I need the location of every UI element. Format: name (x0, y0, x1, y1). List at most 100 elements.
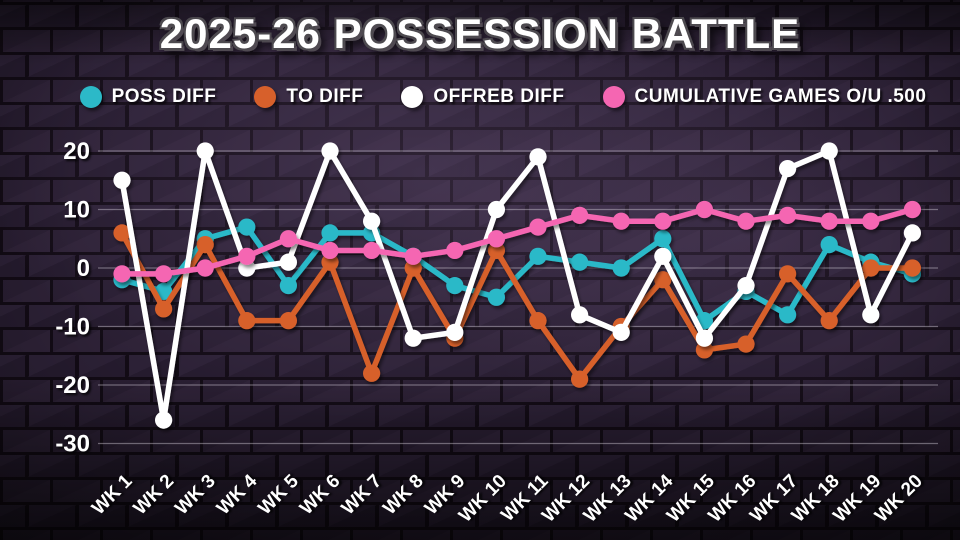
data-point (321, 241, 339, 260)
legend-label: TO DIFF (286, 86, 364, 107)
data-point (279, 253, 297, 271)
data-point (571, 306, 589, 324)
legend-dot-icon (79, 86, 102, 108)
legend-label: OFFREB DIFF (433, 86, 565, 107)
data-point (363, 212, 381, 230)
data-point (155, 265, 173, 283)
data-point (487, 200, 505, 219)
series-offreb-diff (113, 142, 922, 429)
data-point (820, 142, 838, 160)
y-axis-tick-label: -10 (55, 314, 90, 341)
data-point (779, 306, 797, 324)
data-point (321, 224, 339, 242)
x-axis-tick-label: WK 20 (871, 471, 927, 527)
data-point (238, 312, 256, 330)
x-axis-tick-label: WK 8 (379, 471, 427, 519)
data-point (113, 265, 131, 283)
data-point (238, 218, 256, 236)
legend-label: CUMULATIVE GAMES O/U .500 (634, 86, 927, 107)
data-point (529, 247, 547, 265)
data-point (820, 236, 838, 254)
legend-item-offreb-diff: OFFREB DIFF (401, 86, 564, 108)
y-axis-tick-label: 20 (63, 138, 90, 165)
data-point (113, 224, 131, 242)
data-point (363, 364, 381, 382)
data-point (279, 276, 297, 295)
data-point (737, 335, 755, 353)
data-point (279, 312, 297, 330)
y-axis-labels: 20 10 0 -10 -20 -30 (55, 138, 90, 458)
data-point (903, 224, 922, 242)
data-point (737, 276, 755, 295)
data-point (862, 306, 880, 324)
y-axis-tick-label: -30 (55, 431, 90, 458)
data-point (571, 370, 589, 388)
data-point (196, 236, 214, 254)
x-axis-tick-label: WK 2 (130, 471, 178, 519)
data-point (571, 206, 589, 224)
data-point (279, 230, 297, 248)
y-axis-tick-label: 0 (77, 255, 90, 282)
data-point (862, 212, 880, 230)
data-point (612, 259, 630, 277)
data-point (196, 142, 214, 160)
x-axis-tick-label: WK 6 (296, 471, 344, 519)
data-point (155, 411, 173, 429)
y-axis-tick-label: 10 (63, 197, 90, 224)
data-point (487, 288, 505, 306)
data-point (113, 171, 131, 189)
data-point (779, 159, 797, 178)
legend-dot-icon (602, 86, 625, 108)
data-point (612, 212, 630, 230)
data-point (196, 259, 214, 277)
data-point (862, 259, 880, 277)
data-point (529, 218, 547, 236)
legend: POSS DIFF TO DIFF OFFREB DIFF CUMULATIVE GA… (0, 86, 960, 108)
data-point (612, 323, 630, 341)
x-axis-tick-label: WK 10 (455, 471, 511, 527)
data-point (404, 247, 422, 265)
data-point (654, 212, 672, 230)
legend-item-poss-diff: POSS DIFF (79, 86, 217, 108)
data-point (529, 148, 547, 166)
x-axis-tick-label: WK 5 (254, 470, 303, 519)
series-cumulative-games-o-u-500 (113, 200, 922, 283)
y-axis-tick-label: -20 (55, 372, 90, 399)
data-point (321, 142, 339, 160)
legend-item-cumulative-games-o-u-500: CUMULATIVE GAMES O/U .500 (602, 86, 927, 108)
data-point (695, 200, 714, 219)
data-point (487, 230, 505, 248)
data-point (363, 241, 381, 260)
data-point (404, 329, 422, 347)
data-point (695, 329, 714, 347)
series-to-diff (113, 224, 922, 388)
data-point (155, 300, 173, 318)
data-point (903, 200, 922, 219)
legend-label: POSS DIFF (111, 86, 217, 107)
legend-dot-icon (254, 86, 277, 108)
data-point (238, 247, 256, 265)
data-point (903, 259, 922, 277)
data-point (820, 212, 838, 230)
legend-dot-icon (401, 86, 424, 108)
x-axis-tick-label: WK 7 (338, 471, 386, 519)
data-point (529, 312, 547, 330)
data-point (654, 271, 672, 289)
data-point (571, 253, 589, 271)
data-point (737, 212, 755, 230)
data-point (446, 276, 464, 295)
data-point (654, 247, 672, 265)
x-axis-labels: WK 1WK 2WK 3WK 4WK 5WK 6WK 7WK 8WK 9WK 1… (88, 470, 927, 526)
data-point (446, 323, 464, 341)
data-point (779, 206, 797, 224)
legend-item-to-diff: TO DIFF (254, 86, 363, 108)
data-point (446, 241, 464, 260)
gridlines (98, 150, 938, 445)
x-axis-tick-label: WK 1 (88, 470, 137, 519)
x-axis-tick-label: WK 3 (171, 471, 219, 519)
data-point (779, 265, 797, 283)
x-axis-tick-label: WK 4 (213, 470, 262, 519)
chart-title: 2025-26 POSSESSION BATTLE (159, 10, 801, 57)
